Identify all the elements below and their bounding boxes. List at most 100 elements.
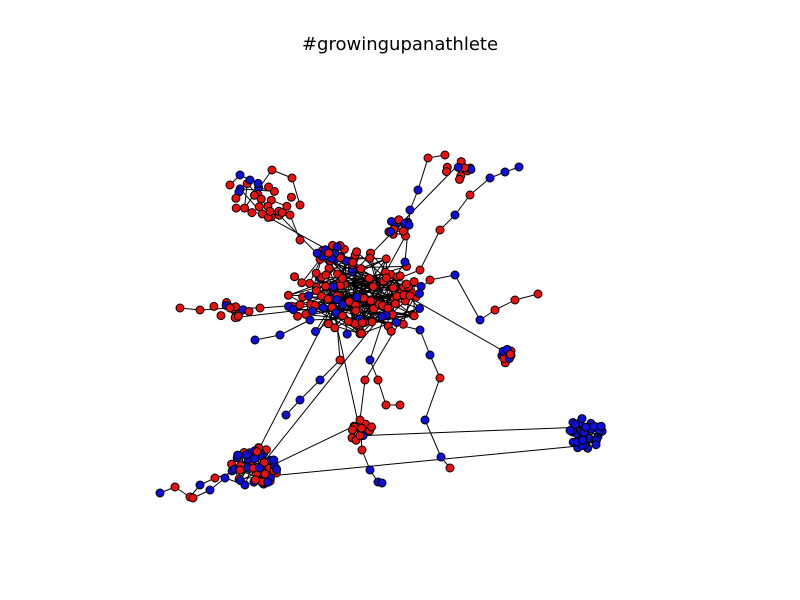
- graph-edge: [417, 157, 429, 191]
- graph-node-red: [435, 373, 445, 383]
- graph-node-blue: [155, 488, 165, 498]
- graph-node-red: [254, 202, 264, 212]
- graph-node-red: [465, 190, 475, 200]
- graph-edge: [359, 379, 366, 421]
- graph-node-red: [321, 270, 331, 280]
- graph-node-red: [295, 235, 305, 245]
- graph-node-red: [195, 305, 205, 315]
- graph-node-red: [283, 290, 293, 300]
- graph-node-blue: [195, 480, 205, 490]
- graph-node-red: [249, 190, 259, 200]
- graph-edge: [424, 377, 441, 421]
- graph-node-red: [282, 201, 292, 211]
- graph-node-blue: [514, 162, 524, 172]
- graph-node-red: [264, 182, 274, 192]
- graph-node-red: [505, 349, 515, 359]
- graph-node-red: [209, 301, 219, 311]
- graph-edge: [279, 319, 311, 336]
- graph-node-blue: [414, 289, 424, 299]
- graph-node-red: [360, 375, 370, 385]
- graph-node-red: [366, 296, 376, 306]
- graph-node-red: [357, 329, 366, 338]
- graph-node-red: [337, 273, 347, 283]
- graph-node-blue: [281, 410, 291, 420]
- graph-node-red: [365, 253, 375, 263]
- graph-node-red: [231, 193, 241, 203]
- graph-edge: [454, 274, 481, 321]
- graph-node-red: [235, 465, 245, 475]
- graph-node-blue: [304, 291, 314, 301]
- graph-node-red: [442, 167, 451, 177]
- graph-node-red: [295, 200, 305, 210]
- graph-node-red: [356, 264, 366, 274]
- graph-node-red: [267, 165, 277, 175]
- graph-node-blue: [377, 478, 387, 488]
- graph-node-blue: [591, 440, 601, 450]
- graph-node-blue: [250, 335, 260, 345]
- graph-node-blue: [305, 315, 315, 325]
- graph-edge: [239, 445, 582, 480]
- graph-node-red: [255, 303, 265, 313]
- graph-node-blue: [392, 318, 402, 327]
- graph-node-blue: [342, 329, 352, 339]
- graph-node-red: [445, 463, 455, 473]
- graph-node-blue: [415, 325, 425, 335]
- graph-node-red: [170, 482, 180, 492]
- graph-node-blue: [241, 450, 251, 460]
- graph-node-blue: [578, 435, 588, 445]
- graph-node-red: [297, 278, 307, 288]
- graph-node-red: [285, 210, 295, 220]
- graph-node-blue: [205, 485, 215, 495]
- graph-node-red: [311, 268, 321, 278]
- graph-node-red: [373, 375, 383, 385]
- graph-node-red: [381, 273, 391, 283]
- graph-node-red: [388, 283, 398, 293]
- graph-node-blue: [500, 167, 510, 177]
- graph-node-red: [311, 286, 321, 296]
- graph-node-red: [244, 307, 254, 316]
- graph-node-blue: [318, 303, 328, 313]
- graph-node-blue: [233, 450, 243, 460]
- graph-edge: [424, 419, 442, 458]
- graph-node-blue: [450, 210, 460, 220]
- graph-node-blue: [245, 175, 255, 185]
- graph-node-red: [355, 415, 365, 425]
- graph-node-blue: [235, 170, 245, 180]
- graph-node-red: [395, 271, 405, 281]
- graph-node-red: [321, 281, 331, 291]
- graph-node-blue: [332, 295, 342, 304]
- graph-node-red: [355, 431, 365, 440]
- graph-node-red: [490, 305, 500, 315]
- graph-node-blue: [254, 463, 264, 473]
- graph-node-blue: [405, 205, 415, 215]
- graph-node-blue: [425, 350, 435, 360]
- graph-edge: [301, 259, 321, 284]
- graph-node-red: [335, 355, 345, 365]
- graph-node-red: [352, 247, 362, 257]
- graph-edge: [351, 268, 414, 316]
- graph-edge: [363, 426, 595, 437]
- graph-node-red: [440, 150, 450, 160]
- graph-title: #growingupanathlete: [301, 34, 499, 55]
- graph-node-blue: [365, 465, 375, 475]
- graph-node-red: [435, 225, 445, 235]
- graph-node-red: [390, 299, 400, 309]
- graph-node-blue: [328, 282, 338, 292]
- graph-node-red: [330, 323, 340, 333]
- graph-node-red: [455, 174, 464, 184]
- graph-node-red: [415, 265, 425, 275]
- graph-node-red: [367, 422, 377, 432]
- graph-node-blue: [220, 473, 230, 483]
- graph-node-red: [364, 273, 374, 283]
- graph-node-red: [405, 291, 415, 301]
- graph-node-blue: [377, 312, 387, 321]
- graph-node-blue: [311, 327, 320, 336]
- graph-node-red: [357, 423, 366, 433]
- graph-node-blue: [404, 220, 414, 230]
- graph-node-blue: [589, 422, 599, 431]
- graph-node-red: [425, 275, 435, 285]
- graph-node-red: [247, 208, 257, 218]
- graph-node-red: [357, 445, 367, 455]
- graph-node-red: [368, 282, 378, 291]
- graph-node-blue: [386, 227, 396, 237]
